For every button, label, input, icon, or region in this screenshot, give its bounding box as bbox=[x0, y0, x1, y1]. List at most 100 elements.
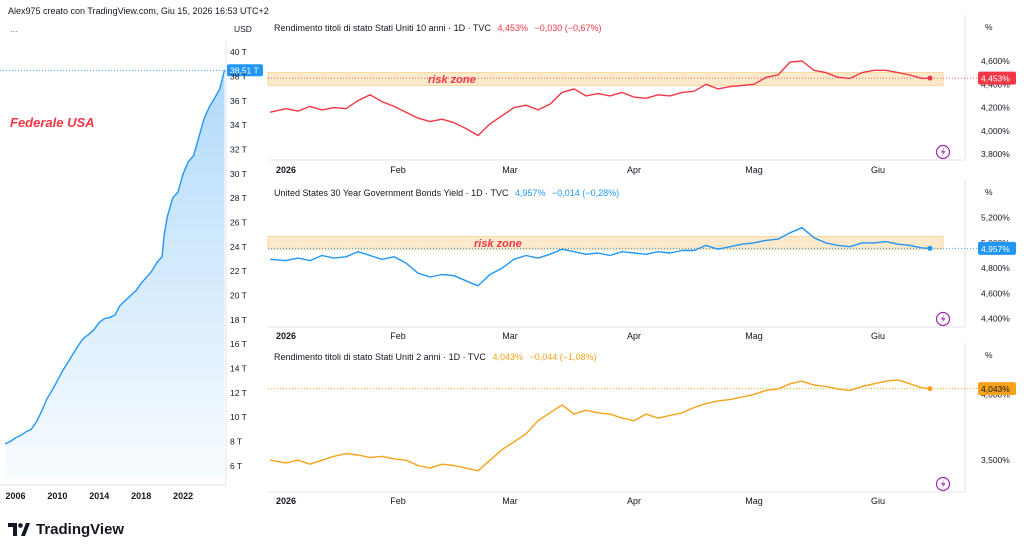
x-tick-label: Mar bbox=[502, 331, 518, 341]
debt-y-tick: 10 T bbox=[230, 412, 247, 422]
axis-unit: % bbox=[985, 22, 993, 32]
debt-y-tick: 24 T bbox=[230, 242, 247, 252]
risk-zone-band bbox=[267, 72, 944, 86]
debt-y-tick: 26 T bbox=[230, 218, 247, 228]
y-tick-label: 3,500% bbox=[981, 455, 1010, 465]
lightning-icon[interactable] bbox=[935, 476, 951, 492]
y-tick-label: 4,600% bbox=[981, 288, 1010, 298]
risk-zone-band bbox=[267, 236, 944, 250]
x-tick-label: Apr bbox=[627, 496, 641, 506]
debt-y-tick: 6 T bbox=[230, 461, 242, 471]
y-tick-label: 4,800% bbox=[981, 263, 1010, 273]
debt-y-tick: 30 T bbox=[230, 169, 247, 179]
change-value: −0,030 (−0,67%) bbox=[534, 23, 602, 33]
x-tick-label: Mag bbox=[745, 496, 763, 506]
x-tick-label: Mar bbox=[502, 496, 518, 506]
x-tick-label: 2026 bbox=[276, 496, 296, 506]
axis-unit: % bbox=[985, 350, 993, 360]
last-value-badge bbox=[978, 71, 1016, 85]
x-tick-label: Giu bbox=[871, 331, 885, 341]
x-tick-label: Giu bbox=[871, 496, 885, 506]
last-value: 4,957% bbox=[514, 188, 546, 198]
last-value-badge bbox=[978, 241, 1016, 255]
y-tick-label: 4,400% bbox=[981, 314, 1010, 324]
debt-y-tick: 40 T bbox=[230, 47, 247, 57]
attribution-text: Alex975 creato con TradingView.com, Giu … bbox=[8, 6, 269, 16]
last-value-dot bbox=[927, 386, 933, 392]
y-tick-label: 4,600% bbox=[981, 56, 1010, 66]
y-tick-label: 3,800% bbox=[981, 149, 1010, 159]
x-tick-label: Mag bbox=[745, 165, 763, 175]
y-tick-label: 5,200% bbox=[981, 213, 1010, 223]
debt-y-tick: 14 T bbox=[230, 364, 247, 374]
last-value-dot bbox=[927, 75, 933, 81]
last-value: 4,043% bbox=[492, 352, 523, 362]
series-line bbox=[269, 227, 931, 287]
x-tick-label: Apr bbox=[627, 331, 641, 341]
tradingview-logo: TradingView bbox=[8, 521, 124, 538]
x-tick-label: 2026 bbox=[276, 165, 296, 175]
debt-y-tick: 18 T bbox=[230, 315, 247, 325]
debt-x-tick: 2018 bbox=[131, 491, 151, 501]
federal-debt-chart: 38,51 T USD 40 T 38 T 36 T 34 T 32 T 30 T 28 T 26… bbox=[0, 24, 263, 501]
lightning-icon[interactable] bbox=[935, 311, 951, 327]
chart-us30y: %risk zone5,200%5,000%4,800%4,600%4,400%… bbox=[267, 180, 1016, 341]
debt-x-tick: 2014 bbox=[89, 491, 109, 501]
debt-line bbox=[4, 70, 226, 445]
x-tick-label: Feb bbox=[390, 165, 406, 175]
series-title: Rendimento titoli di stato Stati Uniti 2… bbox=[274, 352, 486, 362]
chart-title-us30y: United States 30 Year Government Bonds Y… bbox=[274, 188, 619, 198]
risk-zone-label: risk zone bbox=[428, 74, 476, 86]
x-tick-label: Mag bbox=[745, 331, 763, 341]
debt-x-tick: 2006 bbox=[5, 491, 25, 501]
debt-last-value-badge bbox=[227, 64, 263, 77]
debt-y-tick: 38 T bbox=[230, 72, 247, 82]
series-line bbox=[269, 379, 931, 472]
debt-y-tick: 12 T bbox=[230, 388, 247, 398]
last-value-badge-text: 4,043% bbox=[981, 384, 1010, 394]
debt-area bbox=[5, 70, 225, 479]
debt-y-tick: 20 T bbox=[230, 291, 247, 301]
x-tick-label: Mar bbox=[502, 165, 518, 175]
change-value: −0,044 (−1,08%) bbox=[529, 352, 597, 362]
y-tick-label: 4,200% bbox=[981, 103, 1010, 113]
menu-dots-icon[interactable]: ... bbox=[10, 24, 18, 34]
debt-last-value-label: 38,51 T bbox=[230, 65, 259, 75]
chart-title-us10y: Rendimento titoli di stato Stati Uniti 1… bbox=[274, 23, 602, 33]
tradingview-logo-text: TradingView bbox=[36, 521, 125, 538]
axis-unit: % bbox=[985, 187, 993, 197]
debt-y-tick: 36 T bbox=[230, 96, 247, 106]
last-value-dot bbox=[927, 245, 933, 251]
last-value: 4,453% bbox=[497, 23, 528, 33]
lightning-icon[interactable] bbox=[935, 144, 951, 160]
change-value: −0,014 (−0,28%) bbox=[552, 188, 620, 198]
last-value-badge bbox=[978, 382, 1016, 396]
x-tick-label: Giu bbox=[871, 165, 885, 175]
debt-x-tick: 2010 bbox=[47, 491, 67, 501]
federal-debt-annotation: Federale USA bbox=[10, 115, 95, 130]
debt-y-tick: 16 T bbox=[230, 339, 247, 349]
series-title: United States 30 Year Government Bonds Y… bbox=[274, 188, 509, 198]
last-value-badge-text: 4,453% bbox=[981, 74, 1010, 84]
x-tick-label: Feb bbox=[390, 331, 406, 341]
chart-us10y: %risk zone4,600%4,400%4,200%4,000%3,800%… bbox=[267, 15, 1016, 175]
x-tick-label: Apr bbox=[627, 165, 641, 175]
debt-y-tick: 28 T bbox=[230, 193, 247, 203]
series-line bbox=[269, 60, 931, 137]
debt-x-tick: 2022 bbox=[173, 491, 193, 501]
risk-zone-label: risk zone bbox=[474, 238, 522, 250]
last-value-badge-text: 4,957% bbox=[981, 244, 1010, 254]
tradingview-logo-icon bbox=[8, 523, 30, 536]
debt-y-tick: 22 T bbox=[230, 266, 247, 276]
debt-y-tick: 32 T bbox=[230, 145, 247, 155]
debt-y-tick: 8 T bbox=[230, 437, 242, 447]
debt-y-tick: 34 T bbox=[230, 120, 247, 130]
series-title: Rendimento titoli di stato Stati Uniti 1… bbox=[274, 23, 491, 33]
y-tick-label: 4,000% bbox=[981, 126, 1010, 136]
x-tick-label: Feb bbox=[390, 496, 406, 506]
chart-title-us2y: Rendimento titoli di stato Stati Uniti 2… bbox=[274, 352, 597, 362]
x-tick-label: 2026 bbox=[276, 331, 296, 341]
debt-axis-unit: USD bbox=[234, 24, 252, 34]
